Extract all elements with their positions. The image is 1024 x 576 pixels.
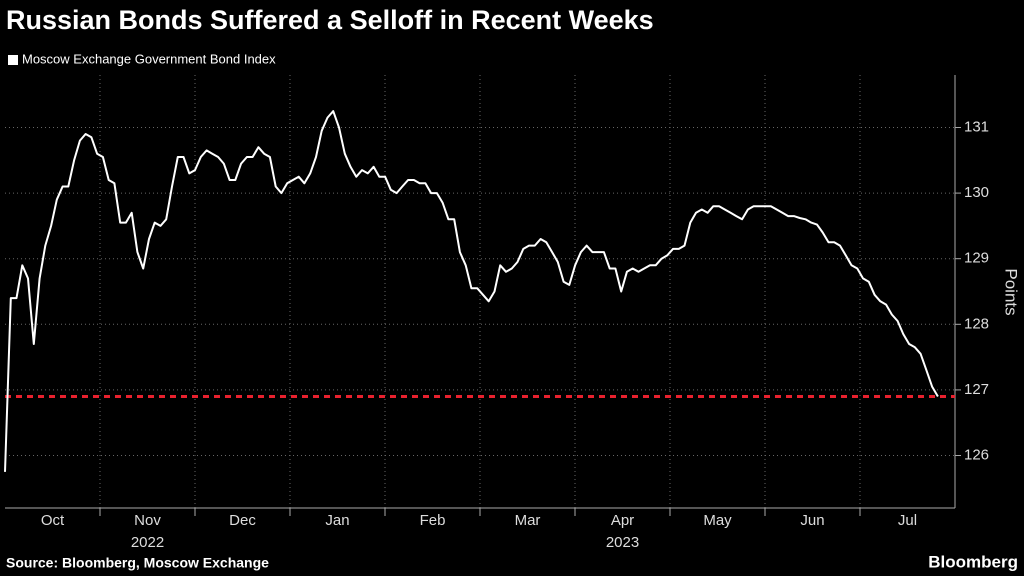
year-label: 2023 (606, 534, 639, 551)
x-tick-label: Nov (134, 512, 161, 529)
source: Source: Bloomberg, Moscow Exchange (6, 555, 269, 571)
line-series (4, 110, 939, 472)
brand: Bloomberg (928, 552, 1018, 571)
x-tick-label: May (703, 512, 732, 529)
y-tick-label: 128 (964, 315, 989, 332)
y-axis-title: Points (1002, 268, 1021, 315)
y-tick-label: 126 (964, 446, 989, 463)
legend-label: Moscow Exchange Government Bond Index (22, 51, 276, 66)
x-tick-label: Dec (229, 512, 256, 529)
y-tick-label: 130 (964, 184, 989, 201)
x-tick-label: Jan (325, 512, 349, 529)
x-tick-label: Jul (898, 512, 917, 529)
chart-title: Russian Bonds Suffered a Selloff in Rece… (6, 5, 654, 35)
y-tick-label: 127 (964, 381, 989, 398)
y-tick-label: 129 (964, 250, 989, 267)
year-label: 2022 (131, 534, 164, 551)
x-tick-label: Feb (420, 512, 446, 529)
legend-swatch (8, 55, 18, 65)
x-tick-label: Apr (611, 512, 634, 529)
y-tick-label: 131 (964, 118, 989, 135)
x-tick-label: Oct (41, 512, 65, 529)
x-tick-label: Jun (800, 512, 824, 529)
x-tick-label: Mar (515, 512, 541, 529)
